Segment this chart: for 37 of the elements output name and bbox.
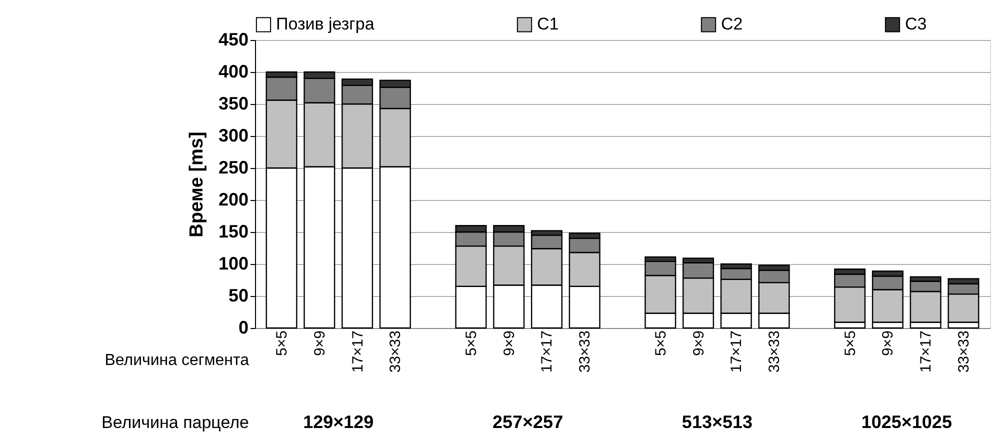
text: 1025×1025 bbox=[861, 412, 952, 432]
y-tick-label: 400 bbox=[218, 62, 248, 82]
text: 513×513 bbox=[682, 412, 753, 432]
x-tick-label: 5×5 bbox=[842, 330, 859, 356]
y-tick-label: 0 bbox=[238, 318, 248, 338]
y-tick-label: 350 bbox=[218, 94, 248, 114]
y-tick-label: 100 bbox=[218, 254, 248, 274]
x-tick-label: 9×9 bbox=[690, 330, 708, 356]
x-tick-label: 33×33 bbox=[387, 330, 404, 373]
legend-label: C1 bbox=[537, 14, 559, 34]
x-tick-label: 5×5 bbox=[462, 330, 480, 356]
x-tick-label: 9×9 bbox=[311, 330, 328, 356]
y-tick-label: 450 bbox=[218, 30, 248, 50]
text: 257×257 bbox=[492, 412, 564, 432]
y-tick-label: 200 bbox=[218, 190, 248, 210]
x-tick-label: 5×5 bbox=[274, 330, 291, 356]
x-tick-label: 17×17 bbox=[538, 330, 556, 373]
x-tick-label: 17×17 bbox=[918, 330, 935, 373]
x-tick-label: 17×17 bbox=[349, 330, 366, 373]
x-tick-label: 33×33 bbox=[766, 330, 784, 373]
x-tick-label: 33×33 bbox=[576, 330, 594, 373]
text: 129×129 bbox=[303, 412, 374, 432]
y-tick-label: 50 bbox=[228, 286, 248, 306]
x-tick-label: 9×9 bbox=[880, 330, 897, 356]
x-axis-title: Величина сегмента bbox=[104, 352, 250, 369]
x-tick-label: 9×9 bbox=[500, 330, 518, 356]
y-tick-label: 150 bbox=[218, 222, 248, 242]
y-tick-label: 300 bbox=[218, 126, 248, 146]
legend-label: C3 bbox=[905, 14, 927, 34]
x-tick-label: 17×17 bbox=[728, 330, 746, 373]
x-tick-label: 5×5 bbox=[652, 330, 670, 356]
x-tick-label: 33×33 bbox=[955, 330, 972, 373]
text: Величина парцеле bbox=[102, 413, 249, 432]
y-axis-title: Време [ms] bbox=[186, 132, 208, 238]
legend-label: C2 bbox=[721, 14, 743, 34]
y-tick-label: 250 bbox=[218, 158, 248, 178]
legend-label: Позив језгра bbox=[276, 14, 375, 34]
